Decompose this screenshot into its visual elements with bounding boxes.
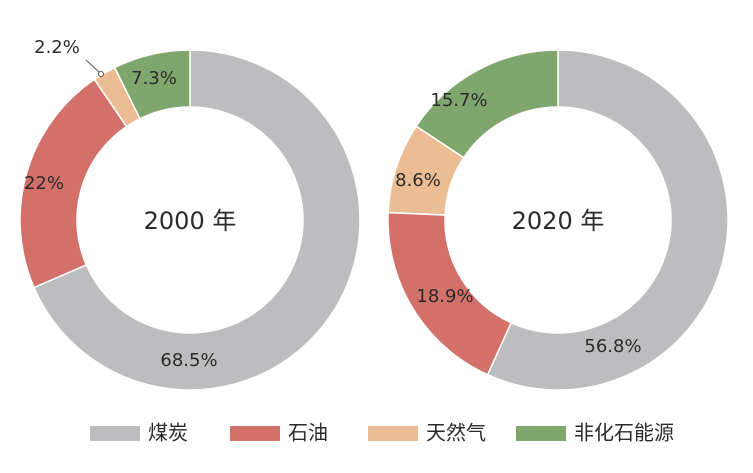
data-label-2000-gas: 2.2% — [34, 37, 80, 58]
data-label-2020-gas: 8.6% — [395, 170, 441, 191]
slice-2000-nonfossil — [113, 49, 191, 120]
legend-swatch-nonfossil — [516, 426, 566, 441]
legend-label-gas: 天然气 — [426, 421, 486, 445]
slice-2020-nonfossil — [415, 49, 559, 159]
slice-2020-coal — [486, 49, 729, 391]
data-label-2020-coal: 56.8% — [584, 336, 641, 357]
data-label-2020-oil: 18.9% — [416, 286, 473, 307]
legend-label-nonfossil: 非化石能源 — [574, 421, 674, 445]
donut-2000: 2000 年 68.5% 22% 2.2% 7.3% — [19, 37, 361, 391]
slice-2000-coal — [32, 49, 361, 391]
legend-swatch-coal — [90, 426, 140, 441]
legend: 煤炭 石油 天然气 非化石能源 — [90, 421, 674, 445]
data-label-2000-oil: 22% — [24, 173, 64, 194]
legend-swatch-oil — [230, 426, 280, 441]
legend-label-oil: 石油 — [288, 421, 328, 445]
center-label-2000: 2000 年 — [144, 207, 237, 235]
data-label-2000-nonfossil: 7.3% — [131, 68, 177, 89]
legend-swatch-gas — [368, 426, 418, 441]
legend-label-coal: 煤炭 — [148, 421, 188, 445]
leader-line-2000-gas — [85, 59, 101, 74]
center-label-2020: 2020 年 — [512, 207, 605, 235]
data-label-2000-coal: 68.5% — [160, 350, 217, 371]
data-label-2020-nonfossil: 15.7% — [430, 90, 487, 111]
donut-2020: 2020 年 56.8% 18.9% 8.6% 15.7% — [387, 49, 729, 391]
leader-dot-2000-gas — [98, 71, 104, 77]
